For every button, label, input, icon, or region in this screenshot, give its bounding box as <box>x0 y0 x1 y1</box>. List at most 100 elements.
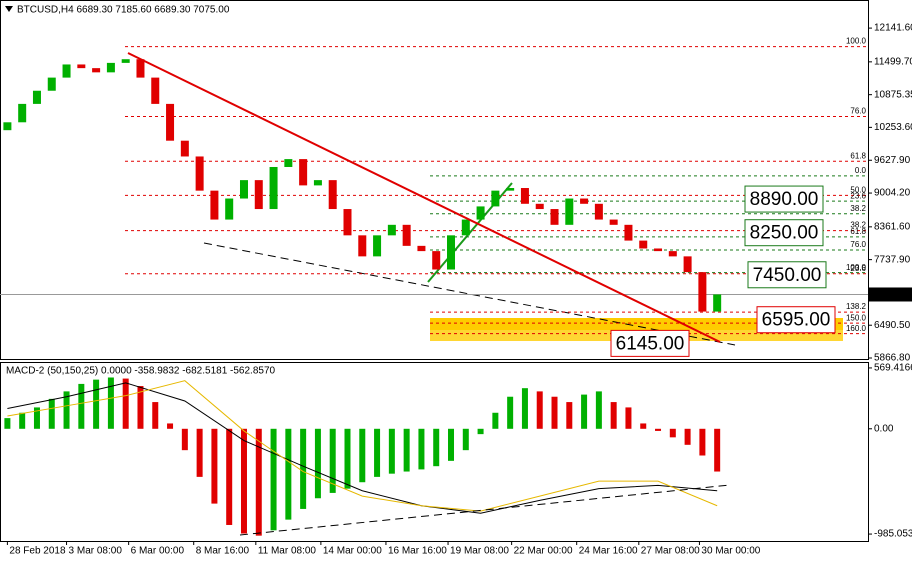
x-tick-label: 24 Mar 16:00 <box>579 546 638 557</box>
fib-label: 61.8 <box>850 151 866 160</box>
fib-label: 38.2 <box>850 204 866 213</box>
candle <box>47 77 56 91</box>
candle <box>387 224 396 236</box>
macd-bar <box>418 428 425 470</box>
plot-layer: 12141.60 11499.70 10875.35 10253.60 9627.90 9… <box>0 23 912 557</box>
macd-bar <box>300 428 307 509</box>
target-box <box>756 306 836 334</box>
candle <box>328 180 337 210</box>
macd-bar <box>196 428 203 477</box>
candle <box>609 219 618 225</box>
macd-bar <box>359 428 366 483</box>
fib-label: 50.0 <box>850 185 866 194</box>
x-tick-label: 27 Mar 08:00 <box>641 546 700 557</box>
y-tick-label: 5866.80 <box>874 353 911 364</box>
macd-bar <box>625 407 632 429</box>
candle <box>402 224 411 246</box>
macd-bar <box>78 383 85 429</box>
macd-bar <box>374 428 381 477</box>
candle <box>580 198 589 204</box>
candle <box>77 64 86 69</box>
x-tick-label: 19 Mar 08:00 <box>450 546 509 557</box>
fib-label: 0.0 <box>855 166 867 175</box>
candle <box>639 240 648 249</box>
candle <box>210 190 219 220</box>
candle <box>151 77 160 104</box>
candle <box>668 251 677 257</box>
y-tick-label: 8361.60 <box>874 221 911 232</box>
candle <box>3 122 12 131</box>
main-panel <box>0 0 869 360</box>
macd-bar <box>699 428 706 456</box>
candle <box>121 59 130 63</box>
x-tick-label: 14 Mar 00:00 <box>323 546 382 557</box>
target-label: 8890.00 <box>750 189 819 210</box>
macd-bar <box>669 428 676 438</box>
macd-bar <box>255 428 262 536</box>
fib-label: 76.0 <box>850 240 866 249</box>
macd-bar <box>19 412 26 429</box>
candle <box>594 203 603 220</box>
macd-bar <box>93 379 100 429</box>
candle <box>106 62 115 73</box>
x-tick-label: 28 Feb 2018 <box>9 546 66 557</box>
target-box <box>747 261 827 289</box>
macd-bar <box>492 412 499 429</box>
macd-line <box>7 382 718 514</box>
x-tick-label: 8 Mar 16:00 <box>196 546 250 557</box>
candle <box>18 103 27 123</box>
macd-bar <box>314 428 321 499</box>
target-label: 6595.00 <box>762 310 831 331</box>
candle <box>520 188 529 204</box>
fib-label: 160.0 <box>846 324 867 333</box>
label-layer: 8890.00 8250.00 7450.00 6595.00 6145.00 <box>610 185 836 357</box>
candle <box>506 188 515 191</box>
candle <box>550 209 559 225</box>
candle <box>624 224 633 241</box>
trend-line <box>239 484 731 536</box>
candle <box>654 248 663 252</box>
y-tick-label: 569.4166 <box>874 363 912 374</box>
trend-line <box>127 52 721 343</box>
y-tick-label: 12141.60 <box>874 23 912 34</box>
candle <box>195 156 204 191</box>
macd-bar <box>226 428 233 525</box>
macd-bar <box>684 428 691 445</box>
candle <box>313 180 322 186</box>
macd-bar <box>4 418 11 429</box>
current-price-label: 7075.00 <box>874 289 911 300</box>
candle <box>32 90 41 104</box>
macd-bar <box>640 423 647 429</box>
y-tick-label: 9627.90 <box>874 155 911 166</box>
y-tick-label: 10253.60 <box>874 122 912 133</box>
candle <box>254 180 263 210</box>
fib-label: 23.6 <box>850 264 866 273</box>
macd-bar <box>137 386 144 429</box>
candle <box>535 203 544 210</box>
macd-bar <box>107 377 114 429</box>
chart-title: BTCUSD,H4 6689.30 7185.60 6689.30 7075.0… <box>17 5 230 16</box>
macd-bar <box>655 428 662 431</box>
candle <box>239 180 248 199</box>
candle <box>166 103 175 141</box>
macd-bar <box>433 428 440 467</box>
macd-bar <box>211 428 218 504</box>
macd-bar <box>48 398 55 429</box>
fib-label: 23.6 <box>850 191 866 200</box>
candle <box>269 166 278 210</box>
macd-title: MACD-2 (50,150,25) 0.0000 -358.9832 -682… <box>6 366 276 377</box>
y-tick-label: 7737.90 <box>874 254 911 265</box>
candle <box>565 198 574 225</box>
y-tick-label: 11499.70 <box>874 56 912 67</box>
target-zone <box>430 318 843 330</box>
macd-bar <box>566 402 573 429</box>
candle <box>432 251 441 270</box>
candle <box>92 68 101 73</box>
macd-bar <box>270 428 277 531</box>
macd-bar <box>581 394 588 429</box>
candle <box>683 256 692 273</box>
macd-bar <box>240 428 247 534</box>
target-box <box>610 329 690 357</box>
macd-bar <box>152 402 159 429</box>
